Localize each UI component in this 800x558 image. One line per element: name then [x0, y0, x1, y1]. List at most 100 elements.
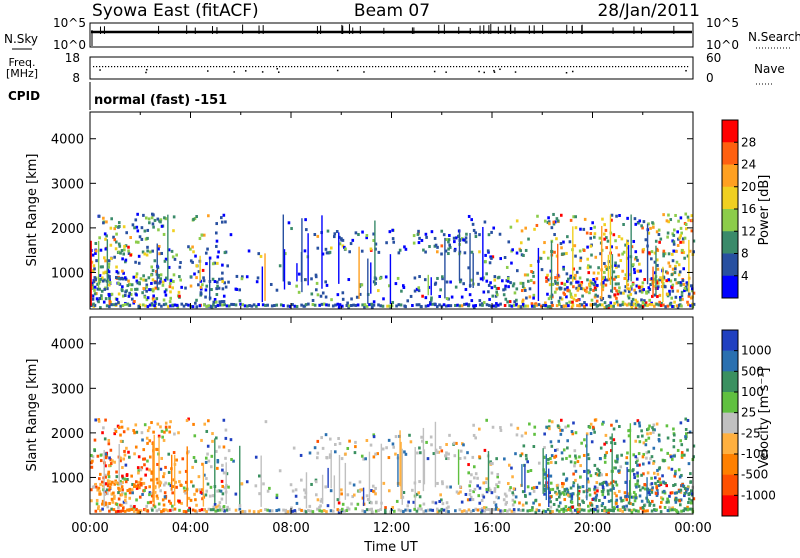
data-cell	[572, 267, 575, 271]
data-cell	[487, 508, 491, 512]
data-cell	[143, 229, 147, 233]
data-cell	[164, 481, 167, 485]
data-cell	[369, 443, 373, 447]
data-cell	[495, 457, 498, 461]
data-cell	[218, 302, 222, 306]
data-cell	[336, 302, 340, 306]
nsky-tick-bottom: 10^0	[53, 38, 86, 52]
data-cell	[117, 292, 121, 296]
data-cell	[632, 495, 636, 499]
data-cell	[564, 304, 568, 308]
data-cell	[642, 472, 645, 476]
data-cell	[207, 304, 211, 308]
data-cell	[617, 282, 620, 286]
data-cell	[307, 302, 310, 306]
data-cell	[117, 509, 120, 513]
data-cell	[511, 498, 515, 502]
data-cell	[221, 279, 224, 283]
data-cell	[615, 246, 618, 250]
data-cell	[561, 428, 564, 432]
data-cell	[586, 245, 589, 249]
data-cell	[633, 422, 637, 426]
data-cell	[472, 228, 476, 232]
data-cell	[612, 427, 616, 431]
data-cell	[415, 303, 419, 307]
data-cell	[679, 281, 682, 285]
data-cell	[377, 508, 380, 512]
data-cell	[650, 250, 654, 254]
data-cell	[602, 275, 606, 279]
data-cell	[680, 248, 684, 252]
data-cell	[146, 236, 149, 240]
freq-dot	[117, 66, 119, 68]
data-streak	[628, 480, 631, 504]
data-cell	[539, 256, 543, 260]
data-cell	[524, 226, 527, 230]
data-cell	[662, 480, 665, 484]
data-cell	[381, 304, 385, 308]
data-cell	[574, 254, 577, 258]
freq-dot	[624, 66, 626, 68]
data-cell	[612, 270, 616, 274]
data-cell	[365, 233, 369, 237]
data-cell	[94, 485, 98, 489]
data-cell	[337, 510, 341, 514]
data-cell	[569, 460, 573, 464]
data-cell	[655, 486, 659, 490]
data-cell	[121, 506, 125, 510]
data-cell	[313, 233, 317, 237]
data-cell	[599, 457, 602, 461]
data-cell	[137, 254, 141, 258]
data-cell	[474, 472, 478, 476]
data-cell	[334, 303, 337, 307]
data-cell	[303, 278, 307, 282]
data-cell	[636, 463, 639, 467]
data-cell	[555, 287, 559, 291]
data-cell	[203, 508, 206, 512]
data-cell	[112, 491, 115, 495]
data-cell	[422, 502, 426, 506]
data-cell	[477, 494, 481, 498]
data-streak	[338, 232, 340, 284]
data-cell	[551, 510, 554, 514]
data-streak	[625, 239, 628, 290]
data-cell	[214, 300, 218, 304]
freq-dot	[687, 66, 689, 68]
freq-dot	[399, 66, 401, 68]
data-cell	[106, 479, 110, 483]
data-cell	[128, 508, 132, 512]
data-cell	[124, 244, 128, 248]
data-cell	[105, 220, 108, 224]
data-cell	[340, 492, 343, 496]
data-cell	[598, 482, 602, 486]
data-cell	[472, 508, 475, 512]
data-cell	[344, 452, 347, 456]
data-cell	[227, 304, 231, 308]
data-cell	[365, 236, 368, 240]
data-cell	[507, 240, 511, 244]
data-streak	[156, 243, 158, 289]
data-cell	[153, 486, 157, 490]
data-cell	[552, 212, 555, 216]
data-cell	[684, 507, 688, 511]
data-cell	[514, 452, 517, 456]
data-cell	[689, 507, 692, 511]
data-cell	[650, 482, 654, 486]
data-cell	[365, 494, 369, 498]
data-cell	[103, 437, 107, 441]
data-cell	[626, 287, 630, 291]
data-streak	[427, 274, 429, 296]
data-cell	[193, 217, 197, 221]
data-cell	[126, 489, 130, 493]
data-cell	[464, 236, 468, 240]
data-cell	[159, 218, 163, 222]
data-cell	[108, 294, 111, 298]
data-cell	[640, 298, 643, 302]
data-cell	[372, 435, 376, 439]
data-cell	[555, 217, 559, 221]
data-cell	[592, 509, 596, 513]
data-streak	[106, 239, 109, 287]
power-ylabel: Slant Range [km]	[25, 154, 40, 267]
data-cell	[574, 226, 578, 230]
